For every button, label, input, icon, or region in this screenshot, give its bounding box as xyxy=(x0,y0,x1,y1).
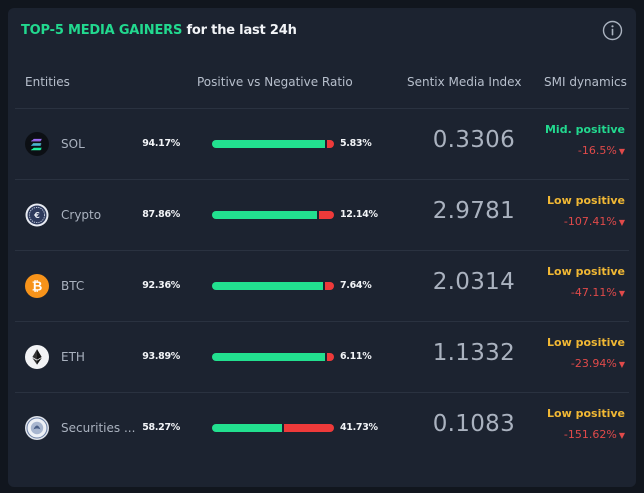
caret-down-icon: ▼ xyxy=(618,431,625,440)
ratio-bar-positive xyxy=(212,211,318,219)
solana-icon xyxy=(25,132,49,156)
ratio-bar-positive xyxy=(212,353,325,361)
dynamics-change-value: -107.41% xyxy=(563,215,617,228)
column-header-index[interactable]: Sentix Media Index xyxy=(407,75,522,89)
caret-down-icon: ▼ xyxy=(618,289,625,298)
negative-percent: 6.11% xyxy=(340,351,372,362)
caret-down-icon: ▼ xyxy=(618,147,625,156)
crypto-icon: € xyxy=(25,203,49,227)
dynamics-change-value: -16.5% xyxy=(577,144,617,157)
media-index-value: 2.0314 xyxy=(432,269,515,295)
table-row-securities[interactable]: Securities ... 58.27% 41.73% 0.1083 Low … xyxy=(15,392,629,463)
dynamics-label: Low positive xyxy=(547,407,625,420)
table-row-sol[interactable]: SOL 94.17% 5.83% 0.3306 Mid. positive -1… xyxy=(15,108,629,179)
ratio-bar-negative xyxy=(283,424,334,432)
ratio-bar-positive xyxy=(212,140,325,148)
column-header-dynamics[interactable]: SMI dynamics xyxy=(544,75,627,89)
widget-title-accent: TOP-5 MEDIA GAINERS xyxy=(21,23,183,38)
dynamics-label: Mid. positive xyxy=(544,123,625,136)
negative-percent: 41.73% xyxy=(340,422,378,433)
ratio-bar xyxy=(212,140,334,148)
media-gainers-card: TOP-5 MEDIA GAINERS for the last 24h Ent… xyxy=(8,8,636,487)
widget-title: TOP-5 MEDIA GAINERS for the last 24h xyxy=(21,23,297,38)
dynamics-change: -47.11% ▼ xyxy=(515,286,625,299)
info-icon[interactable] xyxy=(602,20,623,41)
caret-down-icon: ▼ xyxy=(618,218,625,227)
sec-seal-icon xyxy=(25,416,49,440)
entity-name[interactable]: ETH xyxy=(61,350,85,364)
dynamics-change-value: -23.94% xyxy=(570,357,617,370)
dynamics-change: -107.41% ▼ xyxy=(515,215,625,228)
ratio-bar xyxy=(212,211,334,219)
negative-percent: 12.14% xyxy=(340,209,378,220)
media-index-value: 2.9781 xyxy=(432,198,515,224)
entity-name[interactable]: Crypto xyxy=(61,208,102,222)
dynamics-label: Low positive xyxy=(547,265,625,278)
ethereum-icon xyxy=(25,345,49,369)
media-index-value: 0.3306 xyxy=(432,127,515,153)
ratio-bar-negative xyxy=(326,353,334,361)
table-row-crypto[interactable]: € Crypto 87.86% 12.14% 2.9781 Low positi… xyxy=(15,179,629,250)
ratio-bar xyxy=(212,353,334,361)
media-index-value: 0.1083 xyxy=(432,411,515,437)
ratio-bar-negative xyxy=(327,140,334,148)
positive-percent: 93.89% xyxy=(142,351,180,362)
table-row-btc[interactable]: ₿ BTC 92.36% 7.64% 2.0314 Low positive -… xyxy=(15,250,629,321)
column-header-ratio[interactable]: Positive vs Negative Ratio xyxy=(197,75,353,89)
positive-percent: 92.36% xyxy=(142,280,180,291)
ratio-bar xyxy=(212,282,334,290)
entity-name[interactable]: BTC xyxy=(61,279,85,293)
ratio-bar-negative xyxy=(319,211,334,219)
dynamics-change-value: -47.11% xyxy=(570,286,617,299)
svg-text:₿: ₿ xyxy=(32,280,43,295)
entity-name[interactable]: Securities ... xyxy=(61,421,136,435)
widget-title-rest: for the last 24h xyxy=(182,23,297,38)
media-index-value: 1.1332 xyxy=(432,340,515,366)
dynamics-change: -23.94% ▼ xyxy=(515,357,625,370)
table-row-eth[interactable]: ETH 93.89% 6.11% 1.1332 Low positive -23… xyxy=(15,321,629,392)
dynamics-label: Low positive xyxy=(547,194,625,207)
negative-percent: 7.64% xyxy=(340,280,372,291)
entity-name[interactable]: SOL xyxy=(61,137,85,151)
svg-text:€: € xyxy=(33,211,40,220)
caret-down-icon: ▼ xyxy=(618,360,625,369)
ratio-bar-positive xyxy=(212,424,282,432)
dynamics-label: Low positive xyxy=(547,336,625,349)
ratio-bar xyxy=(212,424,334,432)
ratio-bar-positive xyxy=(212,282,323,290)
dynamics-change-value: -151.62% xyxy=(563,428,617,441)
negative-percent: 5.83% xyxy=(340,138,372,149)
dynamics-change: -151.62% ▼ xyxy=(515,428,625,441)
bitcoin-icon: ₿ xyxy=(25,274,49,298)
positive-percent: 87.86% xyxy=(142,209,180,220)
dynamics-change: -16.5% ▼ xyxy=(515,144,625,157)
column-header-entities[interactable]: Entities xyxy=(25,75,70,89)
ratio-bar-negative xyxy=(324,282,334,290)
positive-percent: 58.27% xyxy=(142,422,180,433)
positive-percent: 94.17% xyxy=(142,138,180,149)
